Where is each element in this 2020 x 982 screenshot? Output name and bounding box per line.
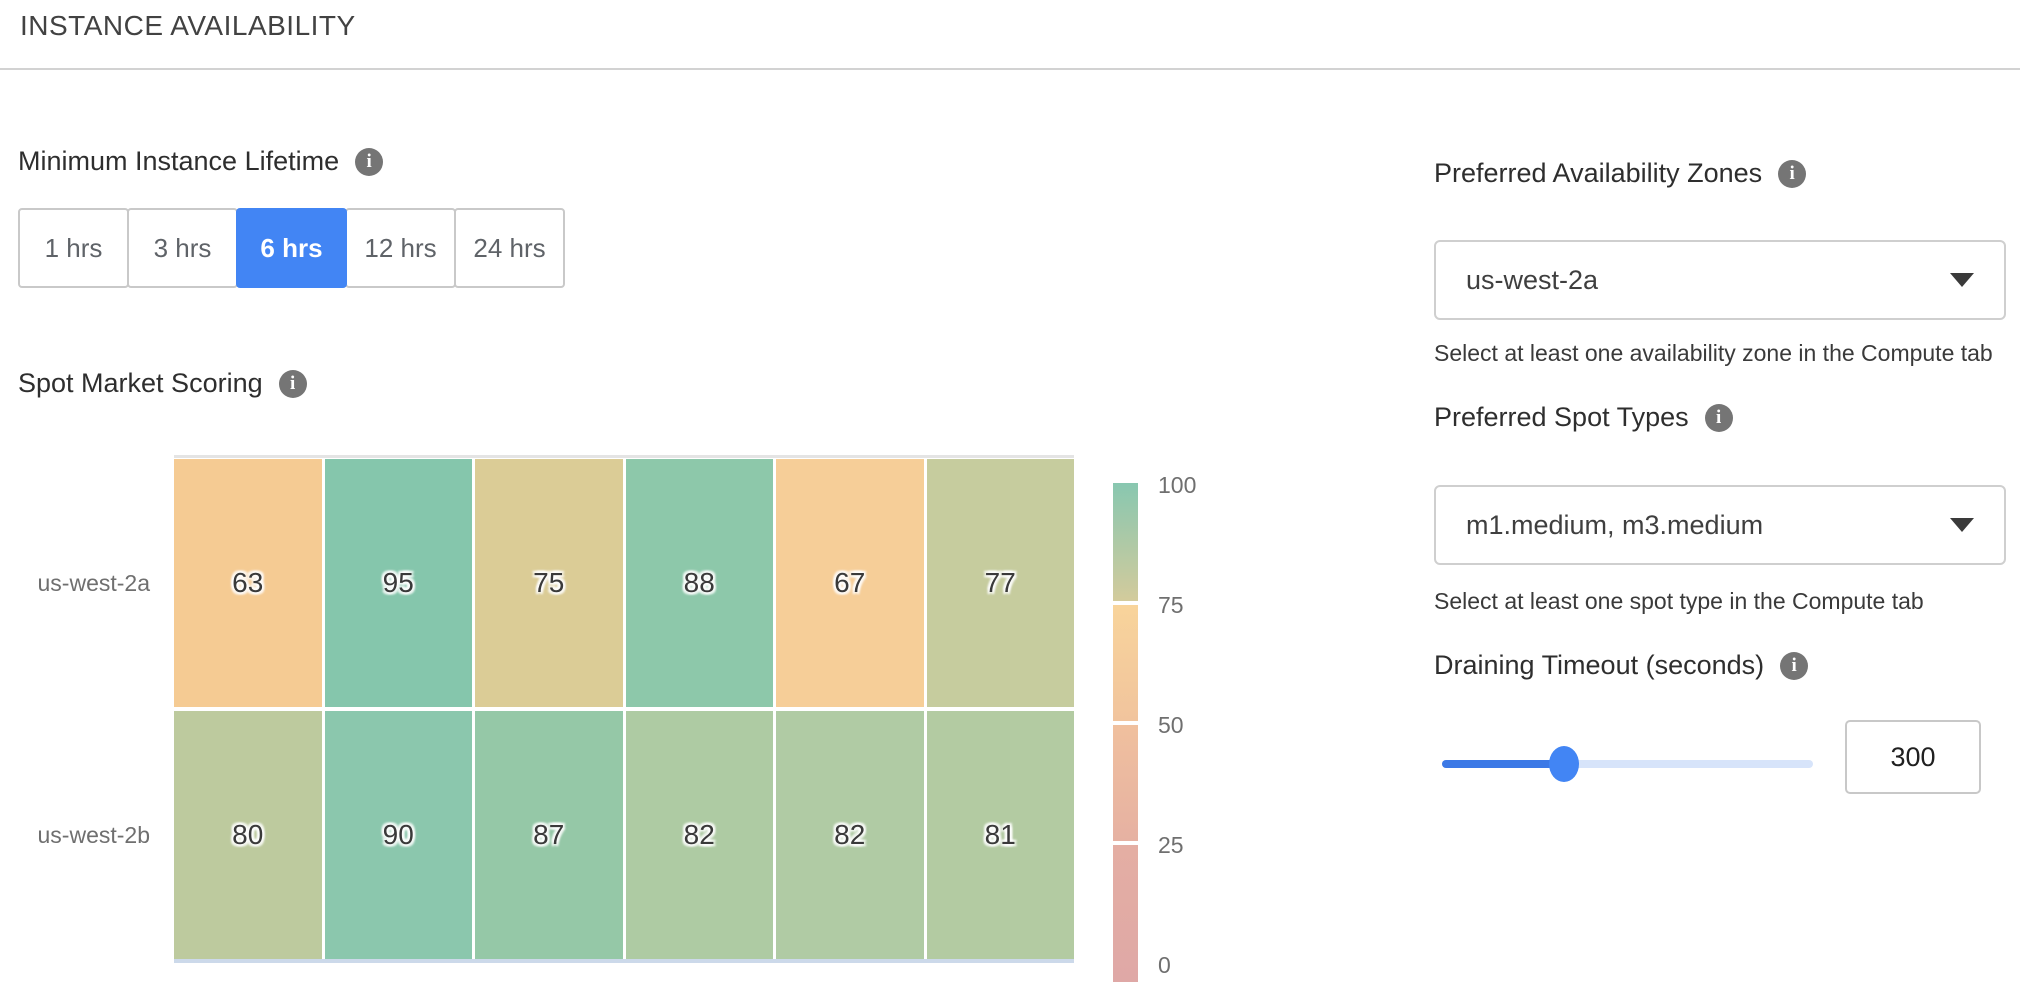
lifetime-option-12-hrs[interactable]: 12 hrs [345,208,456,288]
draining-timeout-label-row: Draining Timeout (seconds) i [1434,650,1809,681]
info-icon[interactable]: i [278,369,307,398]
availability-zones-value: us-west-2a [1466,264,1599,295]
heatmap-cell: 75 [475,459,623,707]
colorbar-tick-label: 100 [1158,472,1197,498]
heatmap-cell: 82 [776,711,924,959]
draining-timeout-input[interactable] [1845,720,1981,794]
header-divider [0,68,2020,70]
info-icon[interactable]: i [355,147,384,176]
heatmap-cell: 63 [174,459,322,707]
info-icon[interactable]: i [1778,159,1807,188]
heatmap-axis-line [174,959,1074,963]
colorbar-tick-label: 75 [1158,592,1184,618]
heatmap-cell: 67 [776,459,924,707]
lifetime-option-1-hrs[interactable]: 1 hrs [18,208,129,288]
preferred-spot-types-label: Preferred Spot Types [1434,402,1689,432]
chevron-down-icon [1950,273,1974,287]
spot-types-helper: Select at least one spot type in the Com… [1434,588,1924,614]
heatmap-cell: 82 [625,711,773,959]
lifetime-option-3-hrs[interactable]: 3 hrs [127,208,238,288]
minimum-instance-lifetime-label-row: Minimum Instance Lifetime i [18,146,384,177]
preferred-availability-zones-label-row: Preferred Availability Zones i [1434,158,1807,189]
heatmap-cell: 77 [926,459,1074,707]
page-title: INSTANCE AVAILABILITY [20,10,356,41]
right-settings-column: Preferred Availability Zones i us-west-2… [1434,0,2006,982]
colorbar-tick-label: 50 [1158,712,1184,738]
slider-thumb[interactable] [1549,746,1580,782]
info-icon[interactable]: i [1704,403,1733,432]
spot-market-scoring-label-row: Spot Market Scoring i [18,368,307,399]
heatmap-cell: 95 [324,459,472,707]
spot-types-dropdown[interactable]: m1.medium, m3.medium [1434,485,2006,565]
heatmap-cell: 80 [174,711,322,959]
spot-types-value: m1.medium, m3.medium [1466,509,1764,540]
heatmap-cell: 90 [324,711,472,959]
lifetime-option-24-hrs[interactable]: 24 hrs [454,208,565,288]
heatmap-row-label: us-west-2b [37,821,150,848]
colorbar-tick-label: 0 [1158,952,1171,978]
lifetime-option-6-hrs[interactable]: 6 hrs [236,208,347,288]
heatmap-top-border [174,455,1074,458]
colorbar-segment [1113,605,1138,721]
heatmap-row-label: us-west-2a [37,569,150,596]
minimum-instance-lifetime-label: Minimum Instance Lifetime [18,146,340,176]
availability-zones-dropdown[interactable]: us-west-2a [1434,240,2006,320]
colorbar-segment [1113,483,1138,601]
spot-market-heatmap: 63 95 75 88 67 77 80 90 87 82 82 81 [174,459,1074,959]
colorbar-segment [1113,845,1138,982]
heatmap-cell: 87 [475,711,623,959]
slider-fill [1442,760,1565,768]
spot-market-scoring-label: Spot Market Scoring [18,368,263,398]
preferred-availability-zones-label: Preferred Availability Zones [1434,158,1763,188]
colorbar-tick-label: 25 [1158,832,1184,858]
preferred-spot-types-label-row: Preferred Spot Types i [1434,402,1733,433]
chevron-down-icon [1950,518,1974,532]
info-icon[interactable]: i [1780,651,1809,680]
lifetime-button-group: 1 hrs 3 hrs 6 hrs 12 hrs 24 hrs [18,208,565,288]
heatmap-cell: 88 [625,459,773,707]
colorbar-segment [1113,725,1138,841]
draining-timeout-label: Draining Timeout (seconds) [1434,650,1765,680]
availability-zones-helper: Select at least one availability zone in… [1434,340,1993,366]
draining-timeout-slider[interactable] [1442,746,1813,782]
heatmap-cell: 81 [926,711,1074,959]
